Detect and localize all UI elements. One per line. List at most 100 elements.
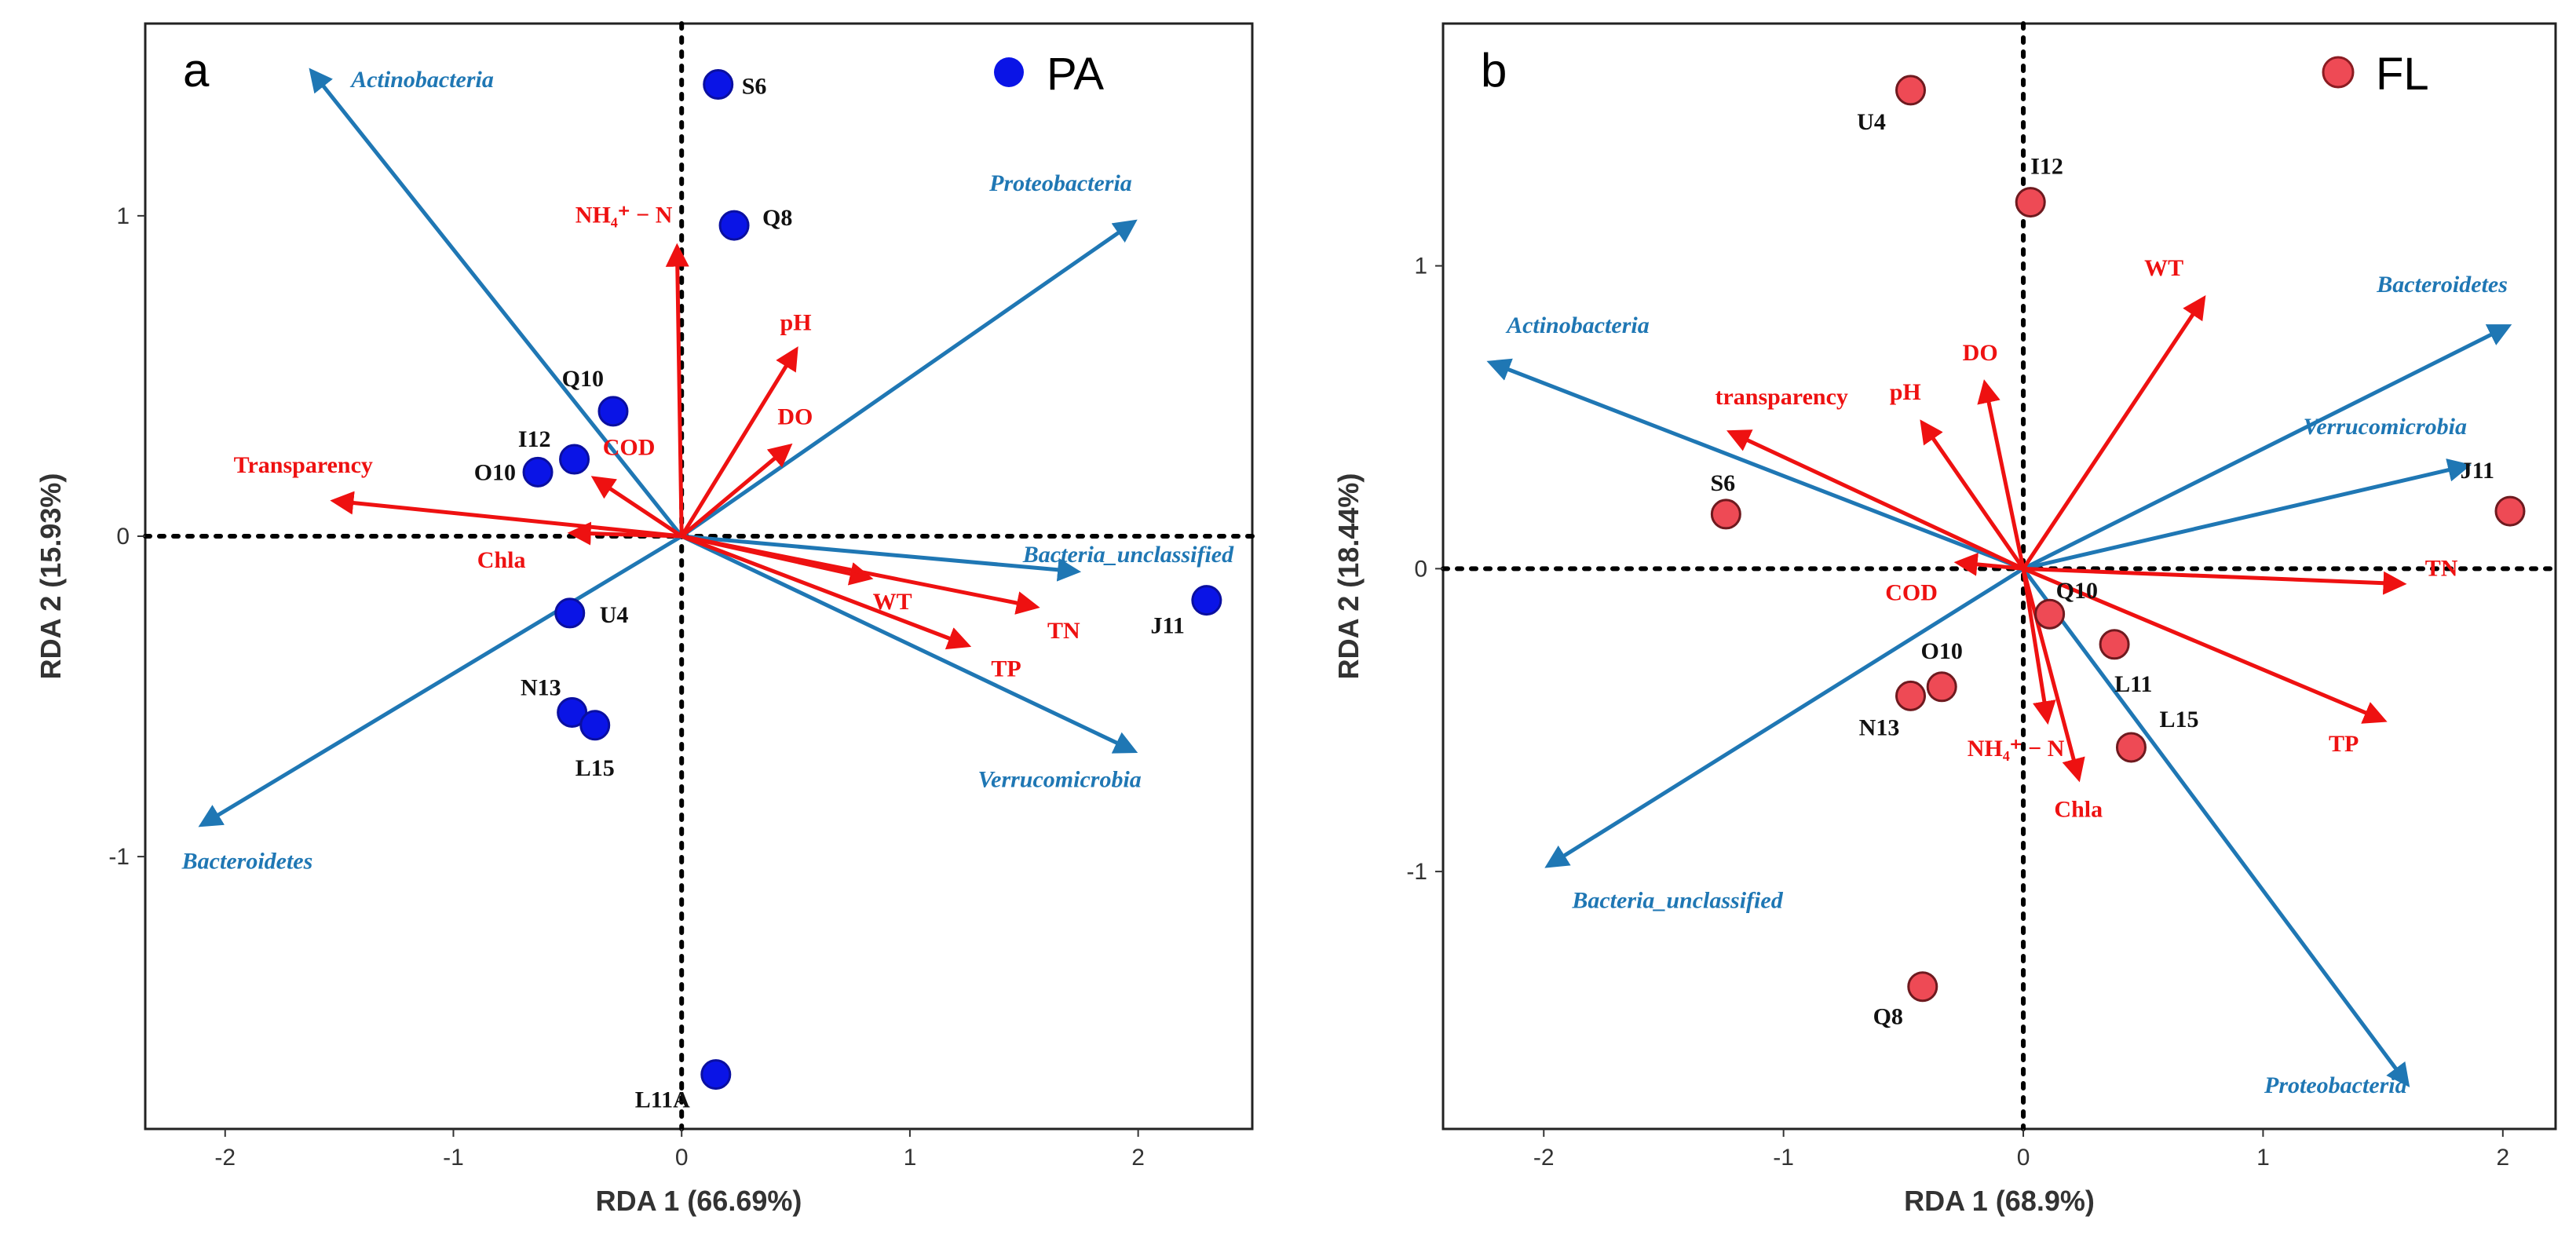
env-arrow [330, 491, 682, 539]
taxa-arrow [2022, 324, 2512, 571]
taxa-arrow [1544, 567, 2025, 868]
legend: FL [2322, 49, 2429, 100]
env-arrow [2021, 568, 2056, 725]
env-label: DO [777, 404, 813, 430]
legend-marker [2322, 56, 2355, 89]
taxa-arrow [681, 534, 1082, 582]
site-label: S6 [1711, 470, 1736, 496]
site-label: I12 [518, 426, 551, 452]
site-label: I12 [2030, 154, 2063, 180]
env-arrow [1920, 419, 2026, 570]
y-tick-label: 0 [116, 524, 130, 550]
site-label: U4 [600, 602, 629, 628]
legend-marker [994, 57, 1024, 87]
site-point [559, 444, 590, 475]
site-label: L15 [2159, 707, 2198, 732]
panel-a: -2 -1 0 1 2 -1 0 1 RDA 1 (66.69%) RDA 2 (15.93%) a… [35, 21, 1255, 1217]
site-point [2034, 598, 2066, 630]
env-arrow [680, 443, 793, 538]
x-tick-label: -1 [1773, 1145, 1794, 1171]
env-label: NH₄⁺ − N [1968, 736, 2065, 762]
site-point [557, 696, 588, 728]
env-label: pH [1890, 379, 1921, 405]
taxa-arrow [681, 534, 1138, 754]
env-label: DO [1963, 340, 1998, 366]
env-arrow [681, 534, 1040, 615]
taxa-label: Bacteria_unclassified [1022, 542, 1234, 568]
env-label: TN [1047, 618, 1080, 644]
site-point [700, 1059, 732, 1090]
x-tick-label: 1 [2256, 1145, 2270, 1171]
site-point [2494, 495, 2526, 527]
env-arrow [665, 243, 689, 537]
taxa-arrow [680, 219, 1138, 539]
site-point [1895, 75, 1927, 106]
site-label: L15 [575, 755, 615, 781]
x-tick-label: 2 [2496, 1145, 2509, 1171]
y-axis-title: RDA 2 (18.44%) [1332, 473, 1365, 680]
env-arrow [2021, 568, 2085, 783]
legend-label: FL [2376, 49, 2429, 100]
env-label: NH₄⁺ − N [575, 203, 673, 228]
taxa-label: Verrucomicrobia [977, 766, 1141, 792]
site-label: Q10 [2056, 578, 2098, 604]
env-label: COD [1885, 580, 1938, 606]
env-arrow [567, 521, 682, 546]
env-arrow [680, 346, 798, 538]
site-point [703, 69, 734, 100]
plot-frame [1441, 22, 2557, 1131]
env-arrow [590, 476, 683, 539]
site-point [2099, 629, 2130, 660]
x-axis-title: RDA 1 (66.69%) [596, 1185, 802, 1217]
legend: PA [994, 49, 1104, 100]
y-tick-label: 1 [1414, 254, 1427, 279]
x-tick-label: -2 [1533, 1145, 1555, 1171]
taxa-arrow [198, 534, 683, 827]
env-arrow [1726, 429, 2025, 571]
taxa-arrow [2022, 458, 2472, 571]
env-label: COD [603, 435, 656, 461]
env-label: Chla [477, 547, 526, 573]
y-tick-label: 0 [1414, 556, 1427, 582]
taxa-label: Bacteroidetes [181, 848, 313, 874]
site-point [554, 597, 586, 629]
site-point [1895, 680, 1927, 711]
site-label: O10 [474, 459, 516, 485]
env-arrow [681, 534, 972, 650]
env-arrow [2022, 567, 2388, 724]
y-tick-label: 1 [116, 203, 130, 229]
env-label: TP [2329, 731, 2359, 757]
taxa-arrow [309, 68, 684, 538]
taxa-label: Proteobacteria [2264, 1072, 2407, 1098]
taxa-label: Actinobacteria [349, 67, 494, 93]
x-tick-label: 0 [2017, 1145, 2030, 1171]
env-label: TN [2425, 556, 2458, 582]
env-label: WT [2144, 255, 2183, 281]
site-label: L11A [635, 1087, 690, 1113]
panel-letter: b [1481, 44, 1507, 97]
taxa-label: Bacteroidetes [2376, 272, 2508, 298]
site-label: S6 [742, 74, 767, 100]
env-arrow [2021, 295, 2206, 570]
site-label: L11 [2114, 671, 2152, 697]
taxa-label: Actinobacteria [1505, 312, 1650, 338]
site-label: J11 [1150, 613, 1184, 639]
taxa-label: Verrucomicrobia [2304, 414, 2467, 440]
env-arrow [2022, 566, 2407, 595]
site-point [597, 396, 629, 427]
site-point [1191, 585, 1222, 616]
env-label: Chla [2054, 797, 2103, 823]
x-tick-label: 1 [904, 1145, 917, 1171]
env-arrow [1953, 552, 2024, 576]
env-label: transparency [1715, 384, 1847, 410]
env-label: Transparency [234, 452, 373, 478]
taxa-label: Bacteria_unclassified [1571, 887, 1783, 913]
site-label: O10 [1921, 638, 1963, 664]
x-axis-title: RDA 1 (68.9%) [1904, 1185, 2095, 1217]
taxa-arrow [2022, 567, 2410, 1087]
site-label: N13 [1859, 714, 1900, 740]
site-label: U4 [1857, 109, 1886, 135]
y-tick-label: -1 [108, 844, 130, 870]
site-label: J11 [2461, 458, 2494, 484]
